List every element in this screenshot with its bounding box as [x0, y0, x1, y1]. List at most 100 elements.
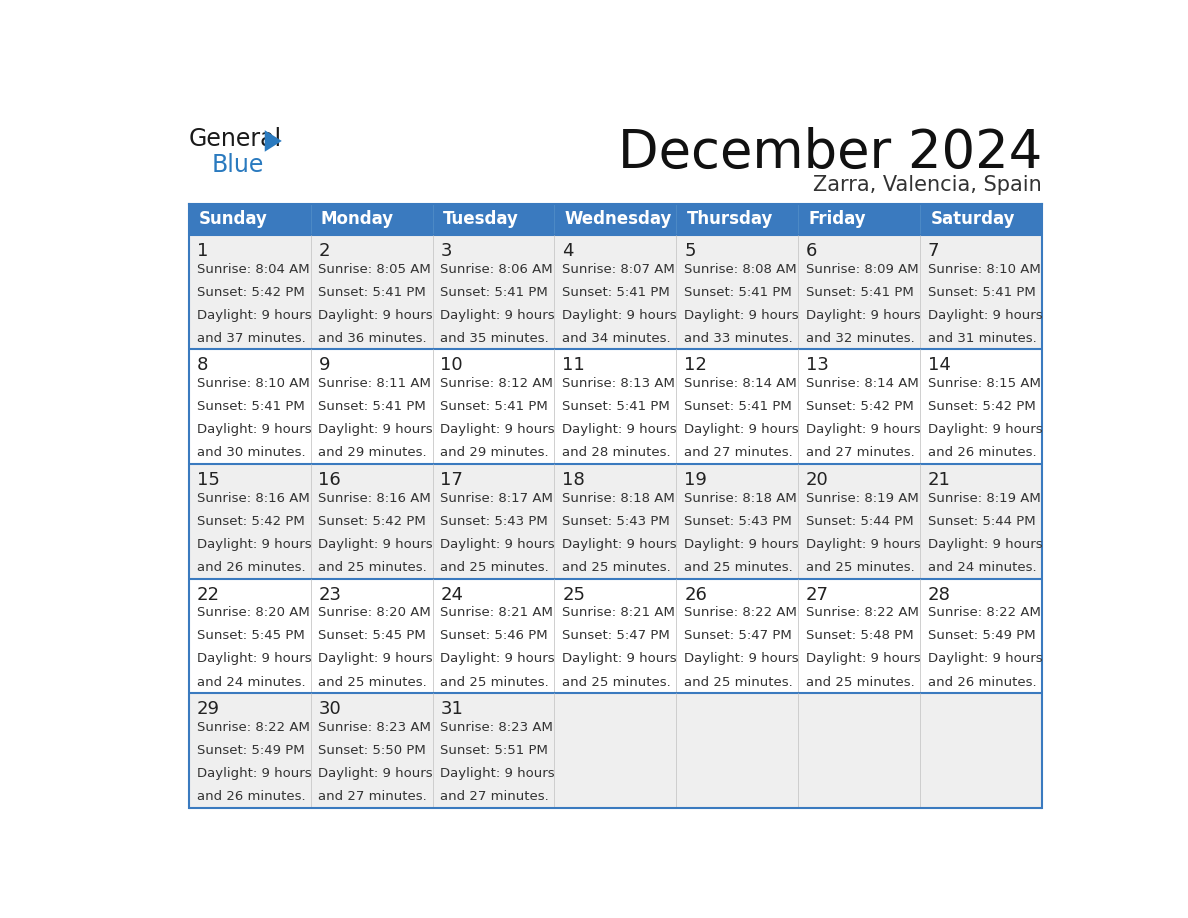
- Text: Sunrise: 8:23 AM: Sunrise: 8:23 AM: [318, 721, 431, 733]
- Text: Sunrise: 8:13 AM: Sunrise: 8:13 AM: [562, 377, 675, 390]
- Text: Sunset: 5:41 PM: Sunset: 5:41 PM: [441, 285, 548, 298]
- Bar: [432, 204, 555, 235]
- Text: Daylight: 9 hours: Daylight: 9 hours: [928, 653, 1043, 666]
- Text: 29: 29: [196, 700, 220, 718]
- Text: Daylight: 9 hours: Daylight: 9 hours: [196, 653, 311, 666]
- Text: Zarra, Valencia, Spain: Zarra, Valencia, Spain: [814, 174, 1042, 195]
- Text: Sunset: 5:47 PM: Sunset: 5:47 PM: [684, 630, 792, 643]
- Text: Sunrise: 8:18 AM: Sunrise: 8:18 AM: [684, 492, 797, 505]
- Text: and 26 minutes.: and 26 minutes.: [928, 676, 1037, 688]
- Text: Daylight: 9 hours: Daylight: 9 hours: [928, 538, 1043, 551]
- Text: Daylight: 9 hours: Daylight: 9 hours: [441, 538, 555, 551]
- Text: Sunset: 5:43 PM: Sunset: 5:43 PM: [441, 515, 548, 528]
- Text: Sunrise: 8:22 AM: Sunrise: 8:22 AM: [928, 607, 1041, 620]
- Text: Sunset: 5:44 PM: Sunset: 5:44 PM: [928, 515, 1036, 528]
- Bar: [189, 693, 1042, 808]
- Text: and 25 minutes.: and 25 minutes.: [562, 561, 671, 574]
- Text: 8: 8: [196, 356, 208, 375]
- Text: Monday: Monday: [321, 210, 394, 229]
- Text: Daylight: 9 hours: Daylight: 9 hours: [928, 423, 1043, 436]
- Text: Sunset: 5:45 PM: Sunset: 5:45 PM: [196, 630, 304, 643]
- Text: and 37 minutes.: and 37 minutes.: [196, 331, 305, 345]
- Text: Sunrise: 8:09 AM: Sunrise: 8:09 AM: [805, 263, 918, 275]
- Text: Sunday: Sunday: [198, 210, 267, 229]
- Text: Sunrise: 8:10 AM: Sunrise: 8:10 AM: [928, 263, 1041, 275]
- Text: and 24 minutes.: and 24 minutes.: [928, 561, 1037, 574]
- Text: Sunrise: 8:12 AM: Sunrise: 8:12 AM: [441, 377, 554, 390]
- Text: Daylight: 9 hours: Daylight: 9 hours: [684, 423, 798, 436]
- Text: Sunset: 5:46 PM: Sunset: 5:46 PM: [441, 630, 548, 643]
- Text: Blue: Blue: [211, 153, 265, 177]
- Bar: [798, 204, 921, 235]
- Text: Daylight: 9 hours: Daylight: 9 hours: [805, 538, 921, 551]
- Text: and 25 minutes.: and 25 minutes.: [805, 561, 915, 574]
- Text: 24: 24: [441, 586, 463, 603]
- Text: and 29 minutes.: and 29 minutes.: [318, 446, 426, 459]
- Text: Daylight: 9 hours: Daylight: 9 hours: [562, 538, 677, 551]
- Text: Daylight: 9 hours: Daylight: 9 hours: [684, 538, 798, 551]
- Text: Daylight: 9 hours: Daylight: 9 hours: [684, 308, 798, 321]
- Text: Saturday: Saturday: [930, 210, 1015, 229]
- Text: 3: 3: [441, 241, 451, 260]
- Text: and 25 minutes.: and 25 minutes.: [318, 561, 428, 574]
- Text: 6: 6: [805, 241, 817, 260]
- Text: Sunrise: 8:11 AM: Sunrise: 8:11 AM: [318, 377, 431, 390]
- Text: Daylight: 9 hours: Daylight: 9 hours: [318, 538, 434, 551]
- Text: 25: 25: [562, 586, 586, 603]
- Text: Daylight: 9 hours: Daylight: 9 hours: [441, 767, 555, 780]
- Text: Thursday: Thursday: [687, 210, 773, 229]
- Text: 16: 16: [318, 471, 341, 489]
- Text: Sunrise: 8:22 AM: Sunrise: 8:22 AM: [196, 721, 309, 733]
- Text: and 33 minutes.: and 33 minutes.: [684, 331, 792, 345]
- Text: Sunset: 5:41 PM: Sunset: 5:41 PM: [684, 285, 792, 298]
- Text: Sunrise: 8:06 AM: Sunrise: 8:06 AM: [441, 263, 552, 275]
- Text: 9: 9: [318, 356, 330, 375]
- Text: Daylight: 9 hours: Daylight: 9 hours: [684, 653, 798, 666]
- Text: 23: 23: [318, 586, 341, 603]
- Text: 27: 27: [805, 586, 829, 603]
- Text: Sunrise: 8:16 AM: Sunrise: 8:16 AM: [196, 492, 309, 505]
- Bar: [189, 204, 311, 235]
- Text: Sunrise: 8:10 AM: Sunrise: 8:10 AM: [196, 377, 309, 390]
- Text: 14: 14: [928, 356, 950, 375]
- Text: and 26 minutes.: and 26 minutes.: [196, 790, 305, 803]
- Text: Sunset: 5:41 PM: Sunset: 5:41 PM: [928, 285, 1036, 298]
- Text: Daylight: 9 hours: Daylight: 9 hours: [196, 538, 311, 551]
- Text: 4: 4: [562, 241, 574, 260]
- Text: Sunrise: 8:21 AM: Sunrise: 8:21 AM: [441, 607, 554, 620]
- Text: Daylight: 9 hours: Daylight: 9 hours: [562, 308, 677, 321]
- Text: Daylight: 9 hours: Daylight: 9 hours: [318, 308, 434, 321]
- Text: and 27 minutes.: and 27 minutes.: [318, 790, 428, 803]
- Text: and 29 minutes.: and 29 minutes.: [441, 446, 549, 459]
- Text: and 35 minutes.: and 35 minutes.: [441, 331, 549, 345]
- Text: Daylight: 9 hours: Daylight: 9 hours: [196, 767, 311, 780]
- Text: and 25 minutes.: and 25 minutes.: [805, 676, 915, 688]
- Text: Tuesday: Tuesday: [443, 210, 518, 229]
- Text: 19: 19: [684, 471, 707, 489]
- Text: Sunset: 5:42 PM: Sunset: 5:42 PM: [196, 285, 304, 298]
- Text: Sunrise: 8:05 AM: Sunrise: 8:05 AM: [318, 263, 431, 275]
- Text: Sunrise: 8:17 AM: Sunrise: 8:17 AM: [441, 492, 554, 505]
- Text: Sunrise: 8:07 AM: Sunrise: 8:07 AM: [562, 263, 675, 275]
- Bar: [189, 465, 1042, 578]
- Text: and 28 minutes.: and 28 minutes.: [562, 446, 671, 459]
- Text: Sunset: 5:41 PM: Sunset: 5:41 PM: [684, 400, 792, 413]
- Text: Sunset: 5:41 PM: Sunset: 5:41 PM: [805, 285, 914, 298]
- Text: Daylight: 9 hours: Daylight: 9 hours: [805, 653, 921, 666]
- Text: Daylight: 9 hours: Daylight: 9 hours: [441, 423, 555, 436]
- Text: 30: 30: [318, 700, 341, 718]
- Text: Sunset: 5:41 PM: Sunset: 5:41 PM: [562, 400, 670, 413]
- Text: and 26 minutes.: and 26 minutes.: [196, 561, 305, 574]
- Text: 20: 20: [805, 471, 829, 489]
- Text: Sunset: 5:42 PM: Sunset: 5:42 PM: [196, 515, 304, 528]
- Text: 2: 2: [318, 241, 330, 260]
- Text: Sunrise: 8:04 AM: Sunrise: 8:04 AM: [196, 263, 309, 275]
- Text: Sunrise: 8:20 AM: Sunrise: 8:20 AM: [196, 607, 309, 620]
- Text: Sunrise: 8:19 AM: Sunrise: 8:19 AM: [805, 492, 918, 505]
- Text: Sunset: 5:42 PM: Sunset: 5:42 PM: [318, 515, 426, 528]
- Text: Sunrise: 8:14 AM: Sunrise: 8:14 AM: [805, 377, 918, 390]
- Bar: [676, 204, 798, 235]
- Text: Sunrise: 8:14 AM: Sunrise: 8:14 AM: [684, 377, 797, 390]
- Text: 18: 18: [562, 471, 584, 489]
- Text: Sunset: 5:51 PM: Sunset: 5:51 PM: [441, 744, 548, 757]
